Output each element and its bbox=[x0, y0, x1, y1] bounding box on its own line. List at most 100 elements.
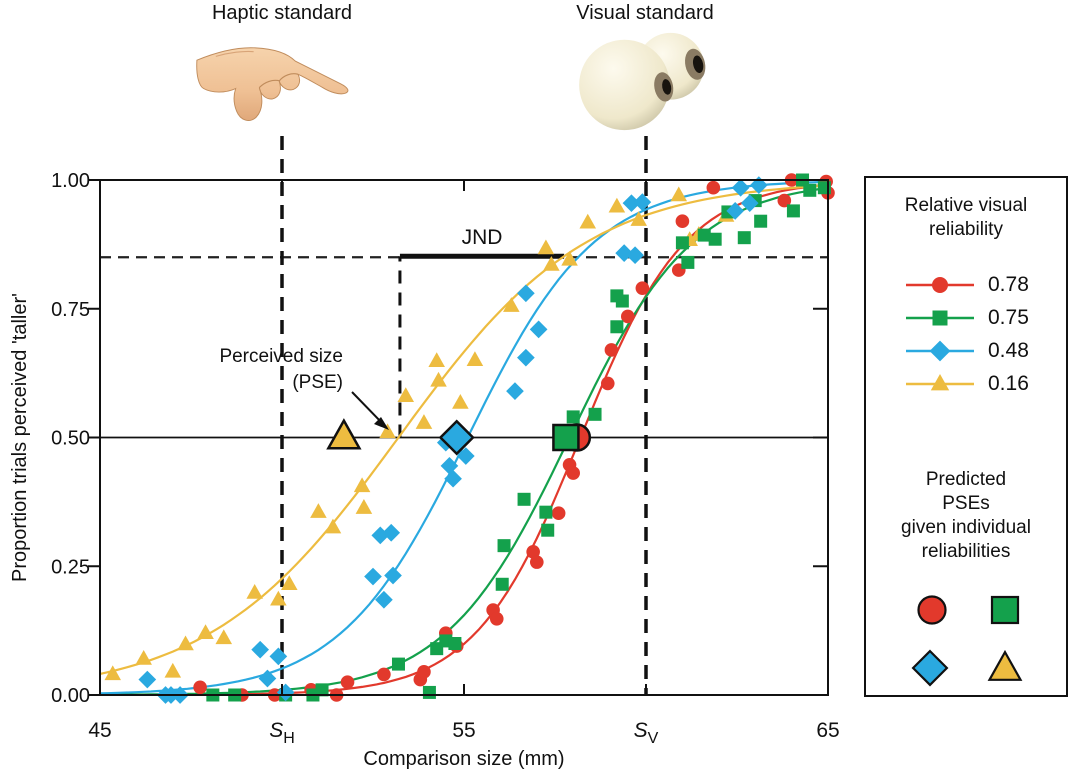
legend-marker-circle bbox=[932, 276, 948, 293]
legend-entry-0.16: 0.16 bbox=[866, 367, 1066, 400]
data-point-0.48 bbox=[726, 202, 745, 220]
data-point-0.48 bbox=[258, 669, 277, 688]
data-point-0.75 bbox=[708, 232, 722, 246]
data-point-0.78 bbox=[526, 545, 540, 559]
data-point-0.75 bbox=[541, 523, 555, 537]
hand-image bbox=[196, 47, 349, 121]
legend-predicted-marker bbox=[987, 649, 1023, 681]
data-point-0.16 bbox=[452, 393, 469, 409]
y-tick-label: 1.00 bbox=[51, 170, 90, 192]
pse-arrow-head bbox=[374, 417, 389, 430]
data-point-0.78 bbox=[635, 281, 650, 295]
eyeball-front bbox=[579, 39, 670, 131]
data-point-0.16 bbox=[379, 423, 396, 439]
data-point-0.16 bbox=[466, 351, 484, 367]
legend-predicted-square bbox=[990, 595, 1020, 625]
legend-value: 0.75 bbox=[988, 305, 1029, 329]
data-point-0.48 bbox=[375, 590, 393, 609]
predicted-pse-0.48 bbox=[438, 419, 475, 456]
data-point-0.75 bbox=[610, 320, 624, 334]
data-point-0.75 bbox=[448, 637, 462, 650]
data-point-0.48 bbox=[740, 194, 759, 213]
y-tick-label: 0.75 bbox=[51, 299, 90, 321]
data-point-0.16 bbox=[246, 584, 263, 599]
data-point-0.16 bbox=[543, 255, 560, 271]
legend-marker-diamond bbox=[929, 340, 951, 361]
data-point-0.75 bbox=[497, 539, 511, 553]
eyes-image bbox=[579, 32, 706, 131]
data-point-0.16 bbox=[430, 371, 447, 387]
legend-marker-square bbox=[932, 310, 948, 325]
data-point-0.75 bbox=[539, 505, 553, 519]
data-point-0.75 bbox=[737, 231, 751, 245]
data-point-0.16 bbox=[281, 575, 298, 591]
data-point-0.16 bbox=[355, 499, 373, 514]
data-point-0.75 bbox=[566, 410, 580, 424]
predicted-pse-0.16 bbox=[326, 418, 362, 450]
data-point-0.16 bbox=[428, 352, 445, 368]
legend-title-line2: reliability bbox=[929, 219, 1003, 240]
data-point-0.48 bbox=[506, 382, 524, 400]
data-point-0.16 bbox=[561, 250, 578, 266]
data-point-0.78 bbox=[193, 680, 207, 695]
data-point-0.16 bbox=[215, 629, 233, 645]
data-point-0.16 bbox=[537, 239, 555, 255]
data-point-0.75 bbox=[315, 683, 329, 697]
data-point-0.48 bbox=[371, 526, 390, 545]
data-point-0.75 bbox=[615, 294, 629, 308]
x-tick-label: 55 bbox=[452, 719, 475, 742]
data-point-0.16 bbox=[310, 503, 327, 518]
legend-value: 0.16 bbox=[988, 371, 1029, 395]
data-point-0.75 bbox=[754, 214, 768, 228]
legend-predicted-marker bbox=[990, 595, 1020, 625]
data-point-0.78 bbox=[340, 675, 355, 689]
data-point-0.78 bbox=[604, 343, 619, 357]
data-point-0.16 bbox=[415, 414, 433, 429]
data-point-0.78 bbox=[675, 214, 690, 228]
data-point-0.16 bbox=[135, 649, 152, 665]
data-point-0.48 bbox=[517, 348, 535, 367]
data-point-0.75 bbox=[517, 492, 531, 506]
legend-value: 0.78 bbox=[988, 272, 1029, 296]
data-point-0.75 bbox=[803, 183, 817, 197]
data-point-0.78 bbox=[377, 667, 391, 682]
legend-marker-triangle bbox=[930, 373, 950, 390]
y-tick-label: 0.50 bbox=[51, 428, 90, 450]
data-point-0.78 bbox=[621, 309, 635, 324]
data-point-0.16 bbox=[397, 387, 415, 403]
data-point-0.16 bbox=[164, 662, 182, 678]
pse-label-line2: (PSE) bbox=[292, 372, 343, 393]
data-point-0.16 bbox=[670, 186, 688, 202]
data-point-0.78 bbox=[566, 466, 580, 480]
data-point-0.48 bbox=[456, 447, 475, 465]
x-axis-title: Comparison size (mm) bbox=[363, 748, 564, 770]
legend-title: Relative visual reliability bbox=[866, 194, 1066, 242]
pse-label-line1: Perceived size bbox=[219, 346, 343, 367]
data-point-0.48 bbox=[626, 246, 644, 265]
data-point-0.78 bbox=[530, 555, 544, 569]
data-point-0.16 bbox=[177, 635, 194, 651]
x-tick-label: SH bbox=[269, 719, 295, 747]
predicted-pse-0.75 bbox=[552, 423, 580, 452]
data-point-0.48 bbox=[731, 178, 750, 197]
visual-standard-label: Visual standard bbox=[576, 2, 714, 24]
data-point-0.16 bbox=[503, 297, 520, 312]
legend-predicted-triangle bbox=[987, 649, 1023, 681]
legend-entry-0.48: 0.48 bbox=[866, 334, 1066, 367]
x-tick-label: SV bbox=[634, 719, 659, 747]
data-point-0.48 bbox=[364, 567, 382, 586]
data-point-0.48 bbox=[529, 320, 548, 339]
data-point-0.48 bbox=[444, 469, 462, 488]
y-tick-label: 0.25 bbox=[51, 556, 90, 578]
data-point-0.16 bbox=[630, 211, 647, 226]
legend-predicted-marker bbox=[917, 595, 947, 625]
data-point-0.48 bbox=[269, 647, 288, 666]
data-point-0.48 bbox=[622, 194, 641, 213]
legend-predicted-circle bbox=[917, 595, 947, 625]
legend-entry-0.78: 0.78 bbox=[866, 268, 1066, 301]
data-point-0.75 bbox=[391, 657, 405, 671]
legend-subtitle: Predicted PSEs given individual reliabil… bbox=[901, 469, 1031, 562]
legend-entry-0.75: 0.75 bbox=[866, 301, 1066, 334]
x-tick-label: 45 bbox=[88, 719, 111, 742]
